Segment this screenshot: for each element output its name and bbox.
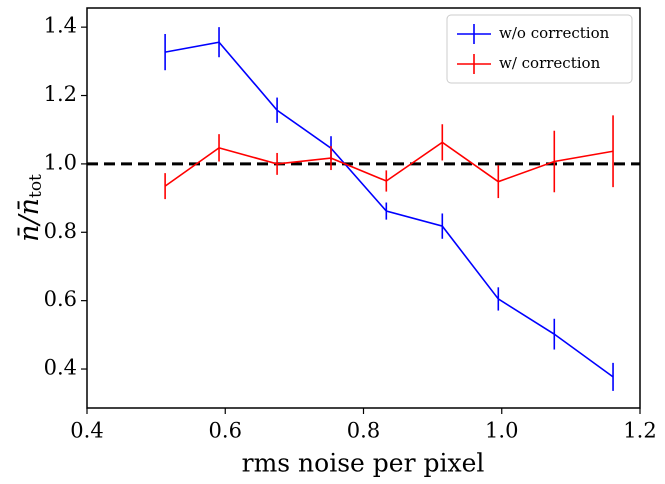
y-tick-label: 0.4 <box>44 356 77 380</box>
y-axis-label-main: n̄/n̄ <box>14 198 45 242</box>
y-tick-label: 1.0 <box>44 150 77 174</box>
y-axis-label: n̄/n̄tot <box>14 174 46 242</box>
y-tick-label: 0.6 <box>44 287 77 311</box>
x-tick-label: 1.0 <box>485 419 518 443</box>
y-tick-label: 1.4 <box>44 14 77 38</box>
plot-frame <box>86 7 641 409</box>
legend-box <box>446 14 633 84</box>
x-tick-label: 0.6 <box>209 419 242 443</box>
series-line <box>164 41 614 378</box>
y-tick-label: 0.8 <box>44 219 77 243</box>
x-tick-label: 0.8 <box>347 419 380 443</box>
y-tick-label: 1.2 <box>44 82 77 106</box>
x-tick-label: 1.2 <box>623 419 656 443</box>
legend-label: w/ correction <box>499 54 601 72</box>
x-tick-label: 0.4 <box>70 419 103 443</box>
y-axis-label-sub: tot <box>26 174 46 198</box>
x-axis-label: rms noise per pixel <box>242 449 485 478</box>
legend-label: w/o correction <box>499 24 610 42</box>
